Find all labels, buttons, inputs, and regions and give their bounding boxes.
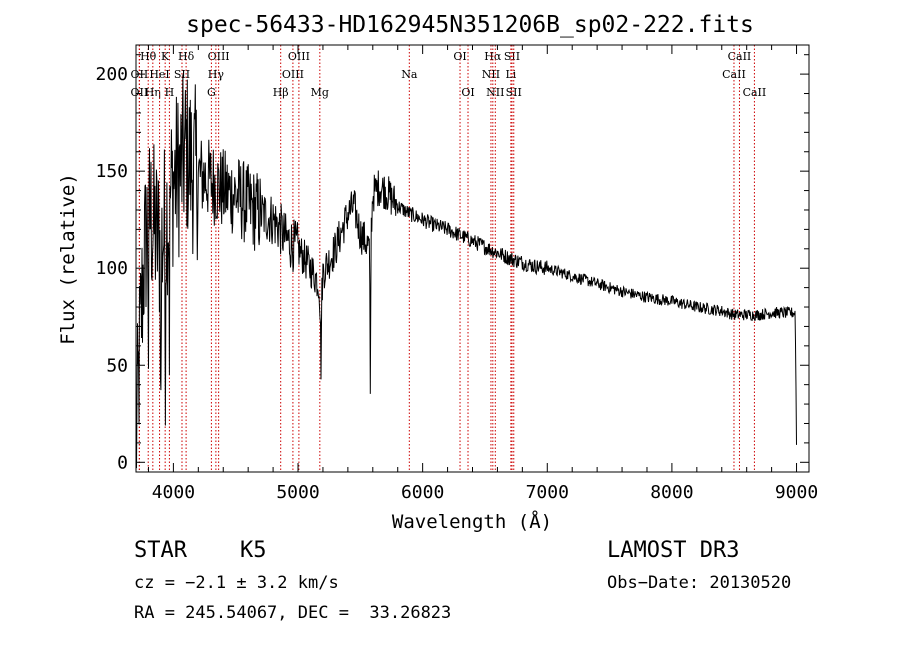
- spectrum-series: [135, 74, 797, 469]
- marker-label: HeI: [149, 68, 169, 81]
- obs-date-text: Obs−Date: 20130520: [607, 573, 792, 593]
- x-tick-label: 6000: [401, 482, 444, 503]
- marker-label: CaII: [728, 50, 752, 63]
- marker-label: SII: [174, 68, 190, 81]
- x-tick-label: 7000: [526, 482, 569, 503]
- chart-title: spec-56433-HD162945N351206B_sp02-222.fit…: [186, 12, 754, 38]
- y-tick-label: 200: [95, 64, 128, 85]
- marker-label: OII: [131, 86, 149, 99]
- marker-label: Hα: [484, 50, 502, 63]
- marker-label: NII: [486, 86, 504, 99]
- marker-label: OIII: [208, 50, 230, 63]
- y-tick-label: 0: [117, 452, 128, 473]
- marker-label: OI: [461, 86, 474, 99]
- plot-frame: [135, 44, 810, 473]
- x-tick-label: 9000: [775, 482, 818, 503]
- axis-ticks: 4000 5000 6000 7000 8000 9000 0 50 100 150 200: [95, 45, 818, 503]
- marker-label: CaII: [722, 68, 746, 81]
- y-axis-label: Flux (relative): [57, 173, 79, 345]
- marker-label: OIII: [288, 50, 310, 63]
- marker-label: Hη: [145, 86, 161, 99]
- marker-label: Mg: [311, 86, 329, 99]
- marker-label: NII: [482, 68, 500, 81]
- y-tick-label: 100: [95, 258, 128, 279]
- subclass-label: K5: [240, 538, 267, 563]
- x-tick-label: 5000: [276, 482, 319, 503]
- marker-label: H: [165, 86, 175, 99]
- x-tick-label: 4000: [152, 482, 195, 503]
- marker-label: Na: [401, 68, 418, 81]
- marker-label: Li: [505, 68, 516, 81]
- marker-label: Hβ: [273, 86, 289, 99]
- y-tick-label: 150: [95, 161, 128, 182]
- marker-label: K: [161, 50, 170, 63]
- marker-label: Hθ: [140, 50, 157, 63]
- y-tick-label: 50: [106, 355, 128, 376]
- x-tick-label: 8000: [650, 482, 693, 503]
- marker-label: Hγ: [208, 68, 225, 81]
- class-label: STAR: [134, 538, 187, 563]
- spectrum-line: [135, 74, 797, 469]
- redshift-text: cz = −2.1 ± 3.2 km/s: [134, 573, 339, 593]
- marker-label: SII: [506, 86, 522, 99]
- survey-label: LAMOST DR3: [607, 538, 740, 563]
- x-axis-label: Wavelength (Å): [392, 510, 552, 533]
- marker-label: CaII: [743, 86, 767, 99]
- coordinates-text: RA = 245.54067, DEC = 33.26823: [134, 603, 452, 623]
- marker-label: Hδ: [178, 50, 195, 63]
- marker-label: OI: [453, 50, 466, 63]
- marker-label: G: [207, 86, 216, 99]
- marker-label: OIII: [282, 68, 304, 81]
- marker-label: SII: [504, 50, 520, 63]
